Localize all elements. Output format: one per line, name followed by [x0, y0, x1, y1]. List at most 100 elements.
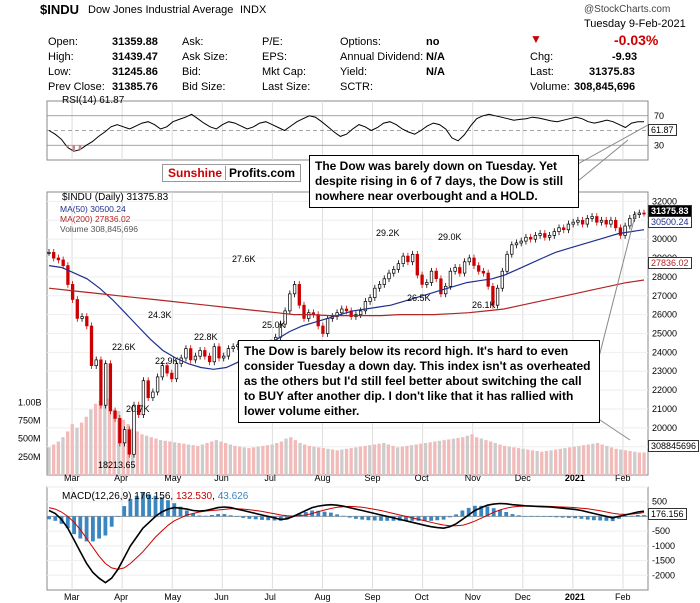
- macd-histogram-bar: [104, 516, 108, 535]
- macd-histogram-bar: [517, 515, 521, 516]
- price-candle: [440, 279, 443, 294]
- macd-histogram-bar: [592, 516, 596, 520]
- macd-histogram-bar: [216, 514, 220, 516]
- price-candle: [629, 218, 632, 226]
- header-date: Tuesday 9-Feb-2021: [584, 18, 686, 30]
- volume-bar: [219, 442, 222, 476]
- volume-bar: [345, 449, 348, 475]
- volume-bar: [140, 434, 143, 475]
- price-candle: [90, 326, 93, 366]
- volume-bar: [178, 443, 181, 475]
- macd-legend-signal: 132.530: [176, 491, 212, 502]
- macd-histogram-bar: [116, 516, 120, 517]
- volume-bar: [94, 404, 97, 475]
- price-candle: [71, 284, 74, 299]
- price-candle: [218, 347, 221, 358]
- prev-close-value: 31385.76: [112, 81, 158, 93]
- macd-histogram-bar: [47, 516, 51, 519]
- price-tick-label: 27000: [652, 291, 677, 301]
- volume-bar: [229, 445, 232, 476]
- volume-bar: [531, 450, 534, 475]
- price-candle: [596, 217, 599, 223]
- volume-bar: [326, 449, 329, 475]
- x-tick-label-bottom: Jun: [214, 592, 229, 602]
- eps-label: EPS:: [262, 51, 287, 63]
- volume-bar: [205, 443, 208, 475]
- open-label: Open:: [48, 36, 78, 48]
- ma200-legend: MA(200) 27836.02: [60, 214, 130, 224]
- price-candle: [128, 430, 131, 455]
- volume-bar: [619, 450, 622, 476]
- yield-value: N/A: [426, 66, 445, 78]
- volume-bar: [456, 438, 459, 475]
- price-candle: [369, 298, 372, 302]
- macd-histogram-bar: [511, 514, 515, 516]
- volume-bar: [512, 447, 515, 475]
- price-level-label: 26.1K: [472, 300, 496, 310]
- options-label: Options:: [340, 36, 381, 48]
- macd-histogram-bar: [342, 516, 346, 517]
- volume-bar: [475, 437, 478, 475]
- price-candle: [520, 241, 523, 243]
- macd-histogram-bar: [529, 516, 533, 517]
- volume-bar: [480, 439, 483, 475]
- volume-bar: [568, 447, 571, 475]
- volume-bar: [545, 451, 548, 475]
- volume-bar: [624, 450, 627, 475]
- macd-histogram-bar: [536, 516, 540, 517]
- dividend-label: Annual Dividend:: [340, 51, 423, 63]
- price-candle: [529, 237, 532, 239]
- volume-bar: [452, 439, 455, 475]
- price-candle: [548, 235, 551, 237]
- price-candle: [100, 360, 103, 405]
- volume-bar: [410, 445, 413, 475]
- exchange: INDX: [240, 4, 266, 16]
- price-candle: [95, 360, 98, 366]
- macd-histogram-bar: [210, 515, 214, 517]
- volume-bar: [461, 437, 464, 475]
- price-candle: [397, 264, 400, 270]
- logo-part2: Profits.com: [225, 166, 295, 180]
- price-candle: [222, 356, 225, 358]
- volume-bar: [52, 445, 55, 476]
- price-candle: [463, 262, 466, 273]
- volume-bar: [536, 451, 539, 475]
- volume-bar: [354, 447, 357, 475]
- ask-label: Ask:: [182, 36, 203, 48]
- volume-bar: [522, 449, 525, 475]
- macd-histogram-bar: [260, 516, 264, 520]
- volume-bar: [173, 442, 176, 475]
- volume-bar: [340, 450, 343, 476]
- price-candle: [562, 228, 565, 230]
- price-candle: [558, 228, 561, 232]
- volume-bar: [252, 447, 255, 475]
- yield-label: Yield:: [340, 66, 367, 78]
- price-candle: [511, 245, 514, 254]
- volume-bar: [247, 448, 250, 475]
- volume-bar: [298, 443, 301, 475]
- price-candle: [213, 347, 216, 362]
- volume-bar: [582, 445, 585, 475]
- open-value: 31359.88: [112, 36, 158, 48]
- volume-bar: [364, 446, 367, 475]
- volume-bar: [470, 434, 473, 475]
- price-candle: [610, 220, 613, 224]
- macd-histogram-bar: [354, 516, 358, 518]
- logo-part1: Sunshine: [168, 166, 222, 180]
- macd-histogram-bar: [642, 515, 646, 516]
- volume-bar: [391, 446, 394, 475]
- price-tick-label: 26000: [652, 310, 677, 320]
- price-candle: [109, 364, 112, 411]
- volume-bar: [271, 445, 274, 476]
- macd-histogram-bar: [554, 516, 558, 517]
- volume-bar: [489, 442, 492, 476]
- price-candle: [114, 411, 117, 419]
- sctr-label: SCTR:: [340, 81, 373, 93]
- volume-bar: [284, 439, 287, 475]
- macd-histogram-bar: [91, 516, 95, 541]
- macd-tick-label: -500: [652, 526, 670, 536]
- rsi-line: [49, 114, 644, 151]
- brand[interactable]: @StockCharts.com: [584, 4, 670, 15]
- volume-bar: [517, 448, 520, 475]
- macd-histogram-bar: [630, 516, 634, 517]
